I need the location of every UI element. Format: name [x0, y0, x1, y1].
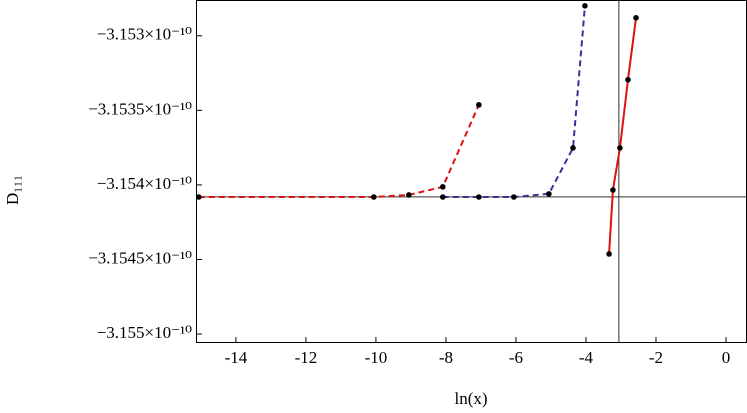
- y-tick-label: −3.1545×10⁻¹⁰: [88, 248, 192, 267]
- x-tick-label: 0: [722, 348, 731, 367]
- data-point: [570, 145, 576, 151]
- data-point: [633, 14, 639, 21]
- data-point: [196, 194, 202, 200]
- data-point: [439, 194, 446, 200]
- plot-area: [196, 0, 747, 343]
- data-point: [511, 194, 517, 200]
- data-point: [439, 184, 446, 190]
- y-tick-label: −3.155×10⁻¹⁰: [97, 323, 192, 342]
- x-tick-label: -10: [365, 348, 388, 367]
- x-tick-label: -14: [225, 348, 248, 367]
- x-tick-label: -6: [509, 348, 523, 367]
- data-point: [546, 191, 552, 197]
- data-point: [610, 187, 616, 193]
- x-axis-label: ln(x): [454, 389, 487, 408]
- series-line: [198, 104, 480, 199]
- data-point: [582, 3, 588, 9]
- series-line: [442, 5, 586, 199]
- x-tick-label: -8: [439, 348, 453, 367]
- y-tick-label: −3.154×10⁻¹⁰: [97, 174, 192, 193]
- y-tick-label: −3.153×10⁻¹⁰: [97, 25, 192, 44]
- x-tick-label: -4: [579, 348, 594, 367]
- x-tick-label: -12: [295, 348, 318, 367]
- plot-frame: [196, 0, 747, 343]
- data-point: [617, 145, 623, 151]
- data-point: [476, 194, 482, 200]
- y-axis-label: D₁₁₁: [3, 175, 22, 205]
- y-tick-label: −3.1535×10⁻¹⁰: [88, 99, 192, 118]
- data-point: [625, 76, 631, 83]
- data-point: [476, 102, 482, 108]
- data-point: [606, 251, 612, 257]
- data-point: [406, 192, 412, 198]
- series-line: [608, 17, 638, 255]
- x-tick-label: -2: [649, 348, 663, 367]
- data-point: [371, 194, 377, 200]
